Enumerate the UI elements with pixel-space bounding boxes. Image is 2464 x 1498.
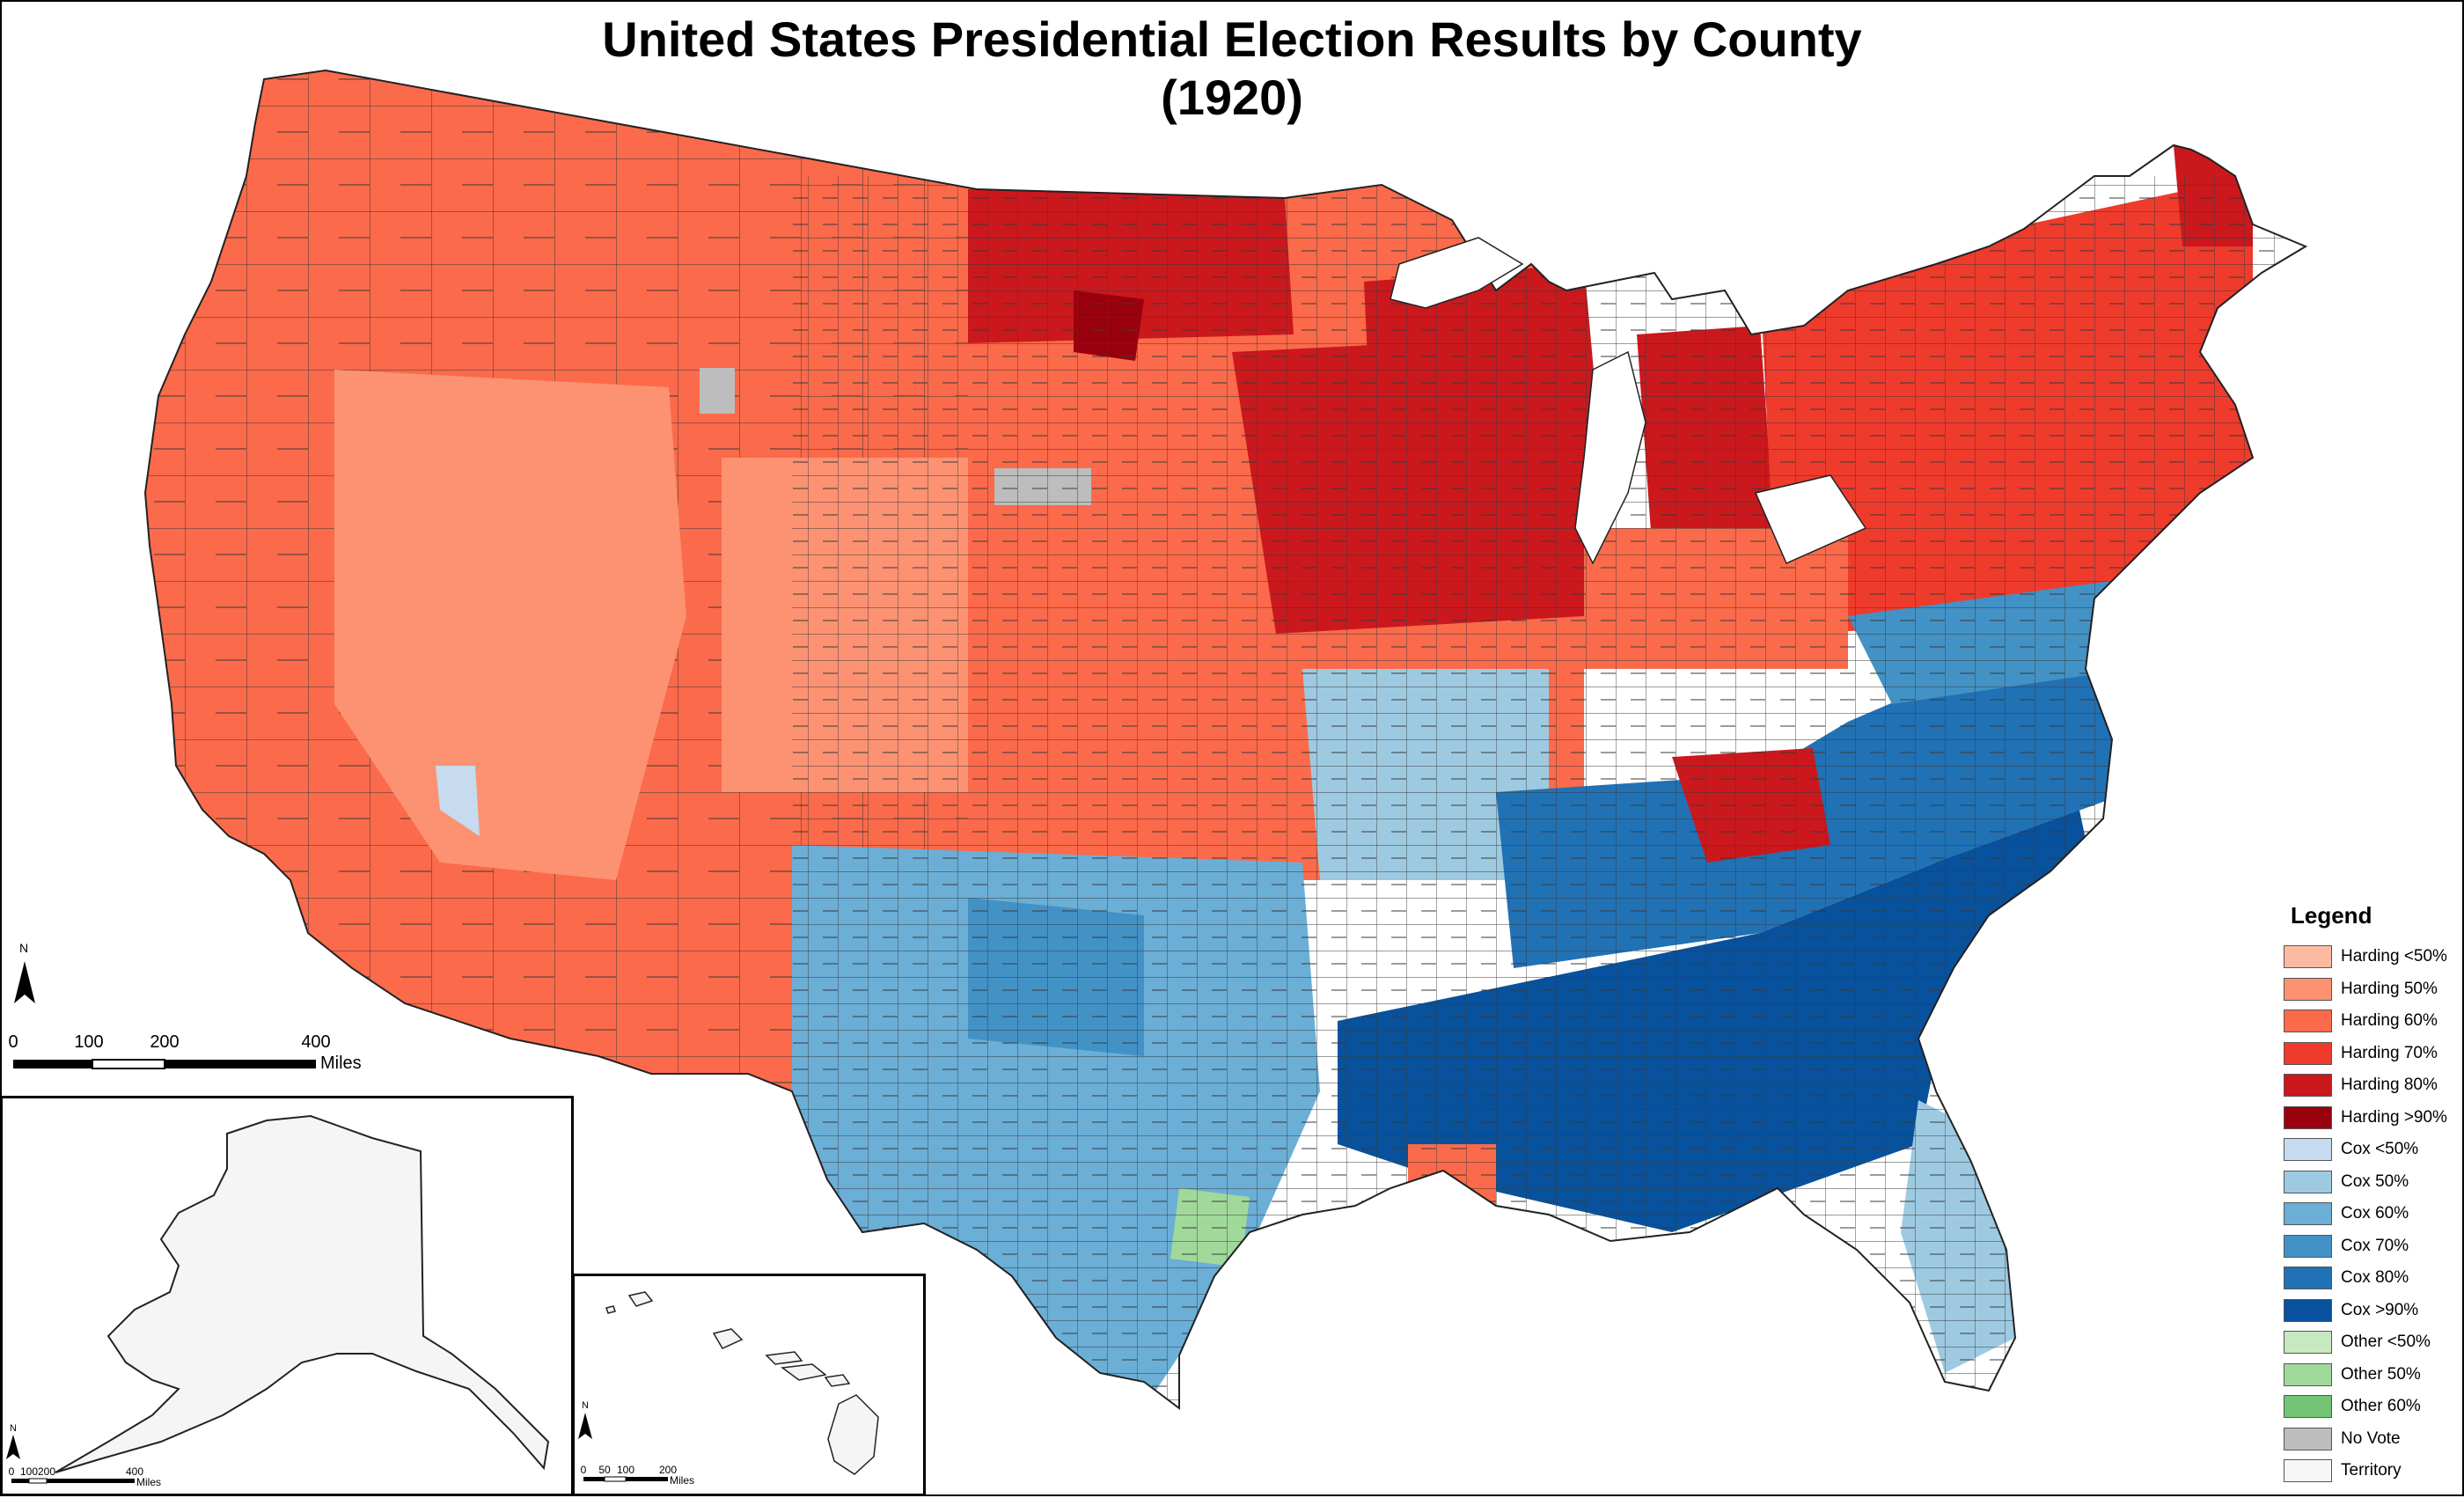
legend-swatch xyxy=(2284,945,2332,969)
svg-text:N: N xyxy=(10,1423,17,1434)
legend-item: Harding 80% xyxy=(2284,1069,2460,1102)
legend-swatch xyxy=(2284,1331,2332,1355)
scale-bar-main: 0 100 200 400 Miles xyxy=(8,1032,361,1073)
svg-text:100: 100 xyxy=(617,1464,634,1476)
legend-label: Cox 80% xyxy=(2341,1268,2409,1288)
hawaii-map: N 0 50 100 200 Miles xyxy=(578,1291,879,1487)
alaska-inset: N 0 100 200 400 Miles xyxy=(0,1096,574,1496)
north-label: N xyxy=(19,941,28,955)
legend-label: Harding 60% xyxy=(2341,1011,2438,1031)
legend-label: Harding 70% xyxy=(2341,1043,2438,1062)
legend-label: Harding <50% xyxy=(2341,947,2447,966)
legend-item: Harding >90% xyxy=(2284,1102,2460,1135)
hawaii-big-island xyxy=(827,1394,879,1475)
alaska-map: N 0 100 200 400 Miles xyxy=(6,1114,550,1488)
legend-swatch xyxy=(2284,1202,2332,1226)
legend-label: Harding >90% xyxy=(2341,1107,2447,1127)
region-nevada-cox xyxy=(436,766,480,836)
legend-label: Other 50% xyxy=(2341,1364,2421,1384)
alaska-shape xyxy=(55,1114,550,1473)
legend-item: Cox 70% xyxy=(2284,1230,2460,1263)
scale-tick-400: 400 xyxy=(301,1032,330,1052)
legend-label: Harding 50% xyxy=(2341,979,2438,998)
legend-swatch xyxy=(2284,1234,2332,1258)
legend-label: Cox 70% xyxy=(2341,1236,2409,1255)
legend-item: Other <50% xyxy=(2284,1326,2460,1359)
legend-swatch xyxy=(2284,1395,2332,1419)
hawaii-inset: N 0 50 100 200 Miles xyxy=(572,1274,926,1496)
svg-text:Miles: Miles xyxy=(136,1476,161,1488)
legend-swatch xyxy=(2284,1105,2332,1129)
legend-swatch xyxy=(2284,1138,2332,1162)
us-outline xyxy=(143,69,2308,1410)
legend-item: Cox 60% xyxy=(2284,1198,2460,1230)
svg-text:200: 200 xyxy=(38,1465,55,1478)
legend-swatch xyxy=(2284,1170,2332,1193)
legend-item: Harding <50% xyxy=(2284,941,2460,973)
legend-item: Harding 70% xyxy=(2284,1038,2460,1070)
legend-label: Other 60% xyxy=(2341,1397,2421,1416)
lake-huron-erie xyxy=(1754,474,1867,564)
legend-swatch xyxy=(2284,977,2332,1001)
svg-text:50: 50 xyxy=(598,1464,611,1476)
legend-item: Cox >90% xyxy=(2284,1295,2460,1327)
lake-michigan xyxy=(1574,350,1646,565)
legend-title: Legend xyxy=(2291,902,2372,929)
scale-tick-0: 0 xyxy=(8,1032,18,1052)
hawaii-north-arrow-icon xyxy=(578,1413,592,1439)
legend-item: Other 60% xyxy=(2284,1391,2460,1423)
legend-swatch xyxy=(2284,1267,2332,1290)
legend-swatch xyxy=(2284,1427,2332,1450)
legend-swatch xyxy=(2284,1362,2332,1386)
scale-tick-200: 200 xyxy=(150,1032,179,1052)
legend: Legend Harding <50% Harding 50% Harding 60… xyxy=(2284,902,2460,1487)
legend-swatch xyxy=(2284,1010,2332,1033)
legend-label: Cox <50% xyxy=(2341,1140,2419,1159)
legend-item: Territory xyxy=(2284,1455,2460,1487)
legend-item: Cox <50% xyxy=(2284,1134,2460,1166)
legend-label: Cox 60% xyxy=(2341,1204,2409,1223)
legend-label: Cox 50% xyxy=(2341,1171,2409,1191)
scale-unit: Miles xyxy=(320,1054,362,1073)
svg-text:100: 100 xyxy=(20,1465,38,1478)
county-boundaries xyxy=(792,176,2288,1408)
legend-item: Harding 60% xyxy=(2284,1005,2460,1038)
legend-swatch xyxy=(2284,1074,2332,1098)
legend-label: Other <50% xyxy=(2341,1333,2431,1352)
legend-label: Territory xyxy=(2341,1461,2402,1480)
legend-swatch xyxy=(2284,1459,2332,1483)
legend-label: Harding 80% xyxy=(2341,1076,2438,1095)
map-title: United States Presidential Election Resu… xyxy=(602,11,1862,67)
region-great-basin xyxy=(334,370,686,880)
legend-item: Cox 50% xyxy=(2284,1166,2460,1199)
svg-text:0: 0 xyxy=(581,1464,587,1476)
legend-label: No Vote xyxy=(2341,1428,2401,1448)
svg-text:0: 0 xyxy=(9,1465,15,1478)
north-arrow-icon xyxy=(14,961,35,1003)
scale-tick-100: 100 xyxy=(74,1032,103,1052)
legend-swatch xyxy=(2284,1041,2332,1065)
lake-superior xyxy=(1390,237,1524,309)
legend-swatch xyxy=(2284,1298,2332,1322)
legend-item: Other 50% xyxy=(2284,1359,2460,1392)
legend-item: No Vote xyxy=(2284,1423,2460,1456)
alaska-north-arrow-icon xyxy=(6,1435,20,1459)
map-year: (1920) xyxy=(1161,70,1303,125)
svg-text:N: N xyxy=(582,1400,589,1411)
svg-text:400: 400 xyxy=(126,1465,143,1478)
legend-label: Cox >90% xyxy=(2341,1300,2419,1319)
region-no-vote xyxy=(700,368,735,414)
svg-text:Miles: Miles xyxy=(670,1474,694,1487)
legend-item: Cox 80% xyxy=(2284,1262,2460,1295)
svg-text:200: 200 xyxy=(659,1464,677,1476)
legend-item: Harding 50% xyxy=(2284,973,2460,1006)
